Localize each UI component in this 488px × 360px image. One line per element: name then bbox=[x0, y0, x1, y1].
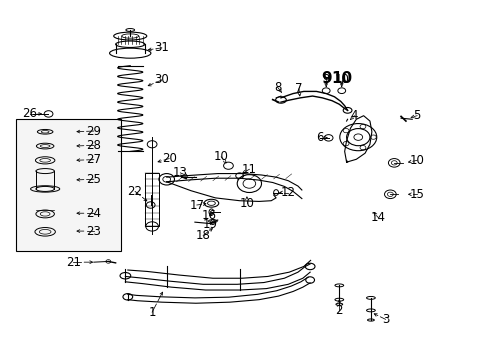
Text: 15: 15 bbox=[409, 188, 424, 201]
Text: 7: 7 bbox=[295, 82, 302, 95]
Text: 12: 12 bbox=[280, 186, 295, 199]
Text: 25: 25 bbox=[86, 173, 101, 186]
Text: 24: 24 bbox=[86, 207, 101, 220]
Text: 9: 9 bbox=[320, 71, 331, 86]
Text: 6: 6 bbox=[315, 131, 323, 144]
Text: 27: 27 bbox=[86, 153, 101, 166]
Text: 26: 26 bbox=[22, 107, 37, 120]
Text: 8: 8 bbox=[273, 81, 281, 94]
Text: 17: 17 bbox=[189, 198, 204, 212]
Text: 3: 3 bbox=[381, 313, 388, 326]
Text: 10: 10 bbox=[334, 73, 348, 86]
Text: 2: 2 bbox=[335, 304, 343, 317]
Text: 16: 16 bbox=[202, 209, 217, 222]
Text: 4: 4 bbox=[350, 109, 357, 122]
Text: 20: 20 bbox=[162, 152, 176, 165]
Text: 13: 13 bbox=[173, 166, 187, 179]
Text: 9: 9 bbox=[322, 73, 329, 86]
Text: 29: 29 bbox=[86, 125, 101, 138]
Bar bbox=[16, 119, 120, 251]
Text: 19: 19 bbox=[203, 218, 218, 231]
Text: 23: 23 bbox=[86, 225, 101, 238]
Text: 30: 30 bbox=[154, 73, 169, 86]
Text: 5: 5 bbox=[412, 109, 420, 122]
Text: 14: 14 bbox=[370, 211, 385, 224]
Bar bbox=[145, 173, 159, 226]
Text: 10: 10 bbox=[213, 150, 228, 163]
Text: 22: 22 bbox=[127, 185, 142, 198]
Text: 1: 1 bbox=[148, 306, 156, 319]
Text: 10: 10 bbox=[330, 71, 351, 86]
Text: 18: 18 bbox=[195, 229, 210, 242]
Text: 28: 28 bbox=[86, 139, 101, 152]
Text: 11: 11 bbox=[242, 163, 256, 176]
Text: 10: 10 bbox=[409, 154, 424, 167]
Text: 10: 10 bbox=[239, 197, 254, 210]
Text: 21: 21 bbox=[66, 256, 81, 269]
Text: 31: 31 bbox=[154, 41, 169, 54]
